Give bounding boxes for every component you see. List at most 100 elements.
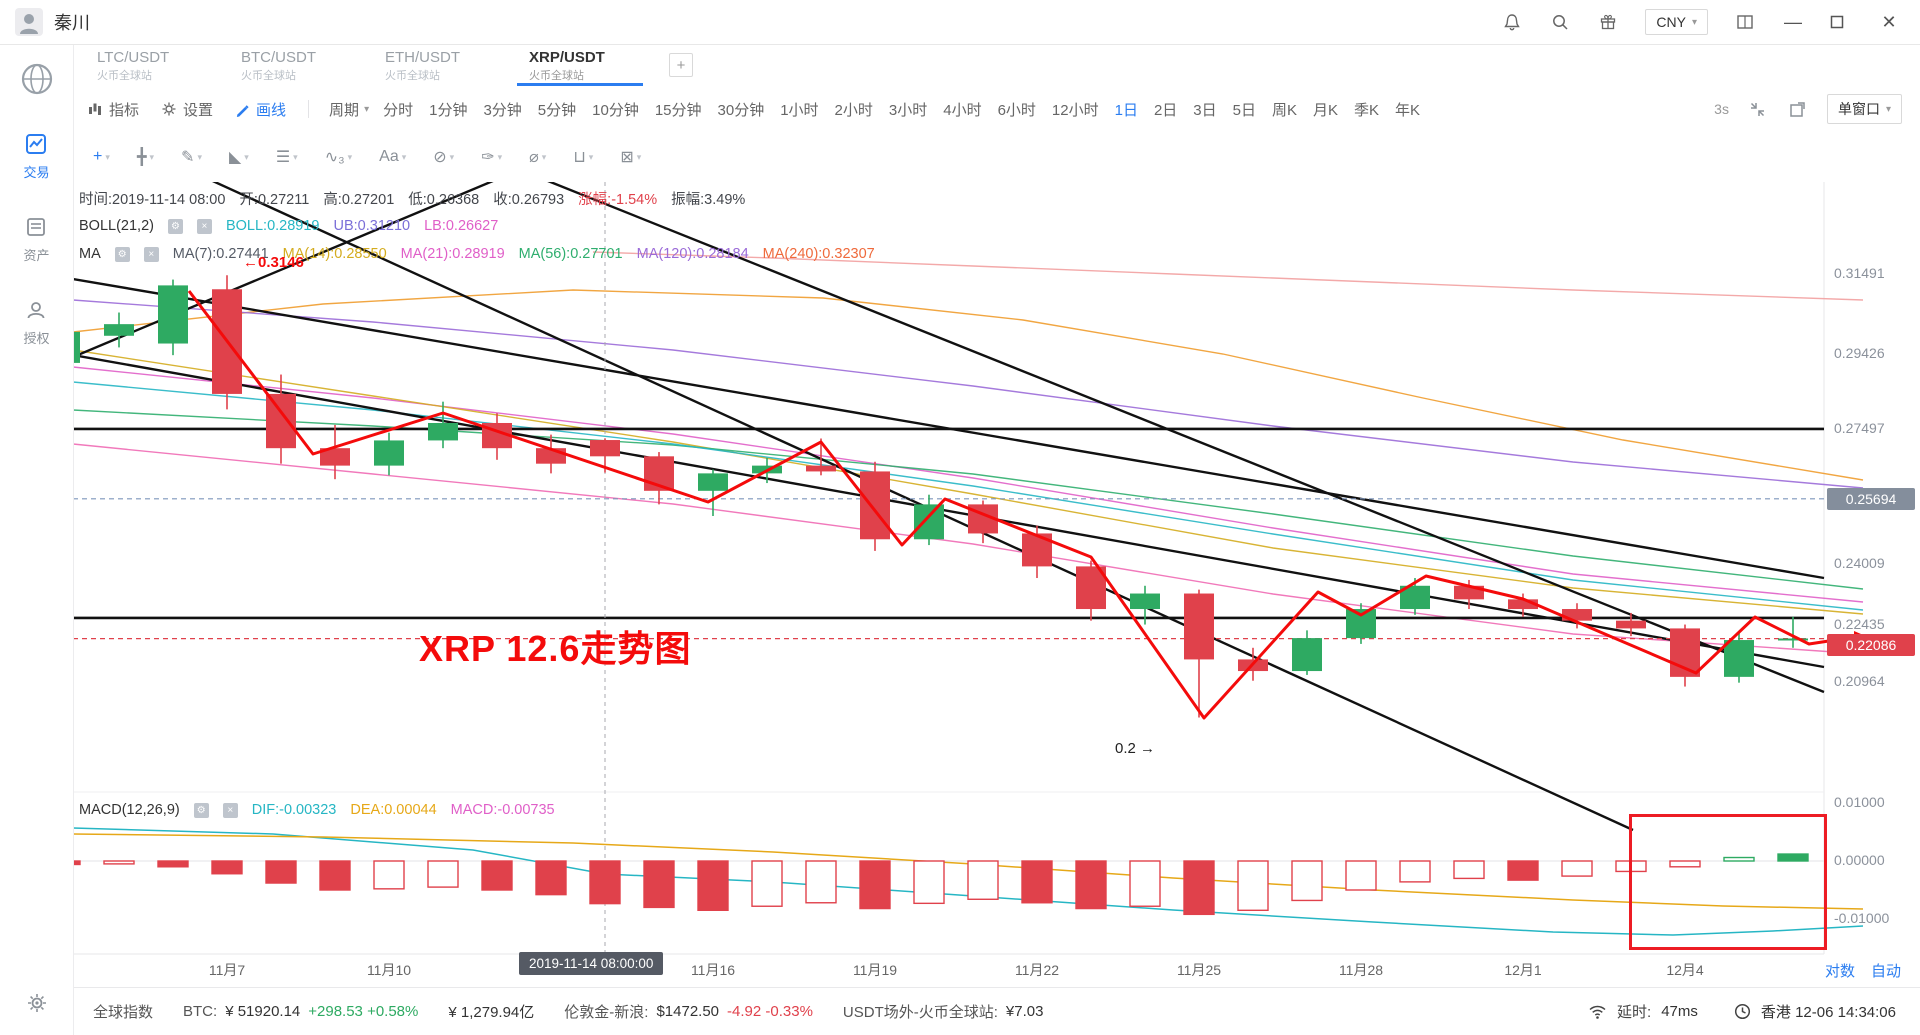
- bell-icon[interactable]: [1501, 11, 1523, 33]
- candle-body: [104, 324, 134, 336]
- btc-label: BTC:: [183, 1003, 218, 1020]
- tab-xrp-usdt[interactable]: XRP/USDT 火币全球站: [517, 44, 661, 86]
- text-tool-glyph: Aa: [379, 148, 399, 165]
- auto-scale-button[interactable]: 自动: [1871, 963, 1902, 980]
- wifi-icon: [1588, 1003, 1607, 1020]
- macd-histogram-bar: [265, 860, 297, 884]
- tab-pair-label: ETH/USDT: [385, 49, 460, 66]
- minimize-button[interactable]: —: [1784, 11, 1802, 32]
- sidebar-item-trade[interactable]: 交易: [23, 132, 50, 181]
- wave-tool-icon[interactable]: ∿₃ ▾: [325, 147, 352, 167]
- tab-btc-usdt[interactable]: BTC/USDT 火币全球站: [229, 44, 373, 86]
- log-scale-button[interactable]: 对数: [1825, 963, 1856, 980]
- trash-tool-glyph: ⊠: [620, 149, 634, 166]
- current-price-badge: 0.22086: [1827, 633, 1915, 656]
- popout-icon[interactable]: [1787, 98, 1809, 120]
- period-dropdown[interactable]: 周期 ▾: [329, 101, 370, 119]
- measure-tool-icon[interactable]: ⊘ ▾: [433, 147, 454, 167]
- refresh-interval[interactable]: 3s: [1714, 101, 1729, 117]
- chart-settings-button[interactable]: 设置: [161, 99, 213, 120]
- price-tick-label: 0.27497: [1834, 419, 1885, 436]
- tab-eth-usdt[interactable]: ETH/USDT 火币全球站: [373, 44, 517, 86]
- timeframe-分时[interactable]: 分时: [383, 101, 414, 119]
- pen-tool-icon[interactable]: ✑ ▾: [481, 147, 502, 167]
- timeframe-1日[interactable]: 1日: [1114, 101, 1138, 119]
- shape-tool-icon[interactable]: ◣ ▾: [229, 147, 249, 167]
- timeframe-1小时[interactable]: 1小时: [780, 101, 819, 119]
- maximize-button[interactable]: [1830, 15, 1852, 29]
- pencil-icon: [236, 104, 249, 117]
- ma-curve-0: [592, 251, 1864, 301]
- ma-settings-icon[interactable]: ⚙: [114, 246, 130, 262]
- timeframe-2小时[interactable]: 2小时: [834, 101, 873, 119]
- brush-tool-icon[interactable]: ✎ ▾: [181, 147, 202, 167]
- sidebar-item-auth[interactable]: 授权: [23, 298, 50, 347]
- price-axis[interactable]: 0.31491 0.29426 0.27497 0.24009 0.22435 0.209…: [1824, 182, 1920, 988]
- timeframe-周K[interactable]: 周K: [1271, 101, 1297, 119]
- timeframe-月K[interactable]: 月K: [1313, 101, 1339, 119]
- crosshair-tool-icon[interactable]: + ▾: [93, 148, 110, 166]
- indicator-button[interactable]: 指标: [87, 99, 139, 120]
- timeframe-5日[interactable]: 5日: [1232, 101, 1256, 119]
- timeframe-年K[interactable]: 年K: [1395, 101, 1421, 119]
- close-button[interactable]: ✕: [1881, 11, 1897, 32]
- boll-settings-icon[interactable]: ⚙: [167, 218, 183, 234]
- macd-close-icon[interactable]: ×: [222, 802, 238, 818]
- sidebar-item-assets[interactable]: 资产: [23, 215, 50, 264]
- parallel-lines-tool-icon[interactable]: ☰ ▾: [276, 147, 298, 167]
- trash-tool-icon[interactable]: ⊠ ▾: [620, 147, 641, 167]
- currency-select[interactable]: CNY ▾: [1645, 9, 1708, 35]
- global-index-link[interactable]: 全球指数: [93, 1004, 154, 1021]
- gold-change: -4.92 -0.33%: [727, 1003, 813, 1020]
- magnet-tool-icon[interactable]: ⌀ ▾: [529, 147, 546, 167]
- timeframe-2日[interactable]: 2日: [1153, 101, 1178, 119]
- macd-histogram-bar: [1777, 853, 1809, 862]
- candle-body: [914, 504, 944, 540]
- timeframe-5分钟[interactable]: 5分钟: [537, 101, 577, 119]
- timeframe-季K[interactable]: 季K: [1354, 101, 1380, 119]
- btc-price: ¥ 51920.14: [225, 1003, 301, 1020]
- settings-gear-icon[interactable]: [25, 991, 49, 1015]
- timeframe-6小时[interactable]: 6小时: [997, 101, 1036, 119]
- timeframe-1分钟[interactable]: 1分钟: [429, 101, 468, 119]
- timeframe-10分钟[interactable]: 10分钟: [592, 101, 639, 119]
- window-mode-dropdown[interactable]: 单窗口 ▾: [1826, 94, 1902, 124]
- clear-tool-icon[interactable]: ⊔ ▾: [573, 147, 593, 167]
- ma-close-icon[interactable]: ×: [143, 246, 159, 262]
- macd-histogram-bar: [481, 860, 513, 891]
- app-logo-icon[interactable]: [18, 60, 56, 98]
- candle-body: [1616, 620, 1646, 629]
- macd-histogram-bar: [1669, 860, 1701, 868]
- chevron-down-icon: ▾: [293, 151, 298, 162]
- ma-value: MA(56):0.27701: [518, 246, 623, 262]
- candlestick-chart[interactable]: [73, 182, 1920, 988]
- chevron-down-icon: ▾: [197, 151, 202, 162]
- chart-area[interactable]: 时间:2019-11-14 08:00 开:0.27211 高:0.27201 低:0…: [73, 182, 1920, 988]
- timeframe-12小时[interactable]: 12小时: [1051, 101, 1099, 119]
- shrink-icon[interactable]: [1747, 98, 1769, 120]
- draw-line-button[interactable]: 画线: [235, 99, 286, 120]
- timeframe-30分钟[interactable]: 30分钟: [717, 101, 765, 119]
- boll-close-icon[interactable]: ×: [196, 218, 212, 234]
- ohlc-value: 振幅:3.49%: [671, 192, 746, 208]
- ma-curve-6: [73, 443, 1864, 655]
- text-tool-icon[interactable]: Aa ▾: [379, 148, 406, 166]
- add-tab-button[interactable]: +: [669, 53, 693, 77]
- macd-settings-icon[interactable]: ⚙: [193, 802, 209, 818]
- gift-icon[interactable]: [1597, 11, 1619, 33]
- timeframe-4小时[interactable]: 4小时: [943, 101, 982, 119]
- macd-histogram-bar: [805, 860, 837, 904]
- user-account[interactable]: 秦川: [0, 7, 90, 37]
- timeframe-3小时[interactable]: 3小时: [888, 101, 928, 119]
- username: 秦川: [54, 13, 90, 33]
- timeframe-3分钟[interactable]: 3分钟: [483, 101, 522, 119]
- search-icon[interactable]: [1549, 11, 1571, 33]
- timeframe-15分钟[interactable]: 15分钟: [654, 101, 702, 119]
- timeframe-3日[interactable]: 3日: [1193, 101, 1217, 119]
- tabs-container: LTC/USDT 火币全球站 BTC/USDT 火币全球站 ETH/USDT 火币全球站 X…: [85, 44, 661, 86]
- tab-ltc-usdt[interactable]: LTC/USDT 火币全球站: [85, 44, 229, 86]
- assets-icon: [24, 215, 48, 239]
- layout-window-icon[interactable]: [1734, 11, 1756, 33]
- pen-tool-glyph: ✑: [481, 149, 495, 166]
- cross-marker-tool-icon[interactable]: ╋ ▾: [137, 147, 154, 167]
